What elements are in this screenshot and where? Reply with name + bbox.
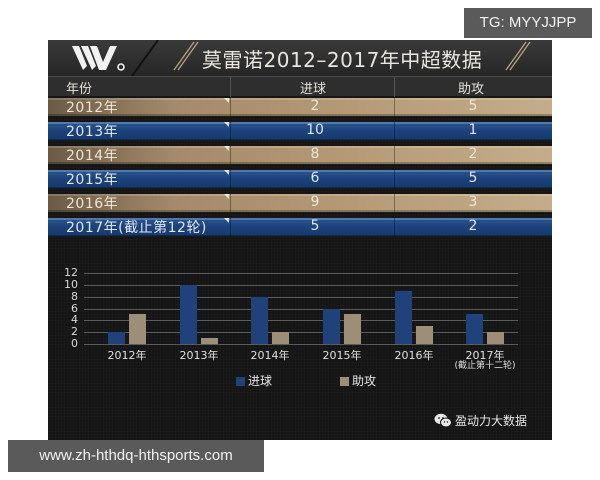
gridline bbox=[84, 273, 518, 274]
legend-item-goals: 进球 bbox=[236, 372, 272, 389]
table-header: 年份 进球 助攻 bbox=[48, 76, 552, 97]
cell-assists: 5 bbox=[468, 98, 478, 114]
cell-year: 2014年 bbox=[66, 148, 119, 164]
bar-goals bbox=[395, 290, 412, 344]
bar-assists bbox=[416, 326, 433, 344]
x-tick-label: 2012年 bbox=[107, 349, 147, 362]
bar-assists bbox=[272, 332, 289, 344]
table-row: 2016年 9 3 bbox=[48, 194, 552, 212]
x-tick-label: 2015年 bbox=[322, 349, 362, 362]
y-tick-label: 8 bbox=[71, 289, 78, 303]
column-divider bbox=[230, 98, 231, 116]
bar-assists bbox=[129, 314, 146, 344]
legend-item-assists: 助攻 bbox=[340, 372, 376, 389]
legend-label: 助攻 bbox=[352, 374, 377, 388]
corner-marker-icon bbox=[224, 218, 229, 223]
y-tick-label: 2 bbox=[71, 325, 78, 339]
gridline bbox=[84, 308, 518, 310]
cell-assists: 3 bbox=[468, 194, 478, 210]
column-divider bbox=[230, 122, 231, 140]
source-credit: 盈动力大数据 bbox=[434, 412, 527, 429]
corner-marker-icon bbox=[224, 98, 229, 103]
column-header-assists: 助攻 bbox=[458, 82, 485, 97]
cell-year: 2015年 bbox=[66, 172, 119, 188]
page-title: 莫雷诺2012–2017年中超数据 bbox=[202, 48, 483, 72]
gold-slash-icon bbox=[505, 41, 531, 71]
header-bar: 莫雷诺2012–2017年中超数据 bbox=[48, 40, 552, 76]
column-divider bbox=[394, 170, 395, 188]
cell-year: 2017年(截止第12轮) bbox=[66, 220, 207, 236]
cell-year: 2013年 bbox=[66, 124, 119, 140]
gridline bbox=[84, 332, 518, 334]
cell-assists: 2 bbox=[468, 146, 478, 162]
cell-goals: 8 bbox=[310, 146, 320, 162]
bar-goals bbox=[251, 296, 268, 344]
x-tick-label: 2014年 bbox=[250, 349, 290, 362]
brand-logo-icon bbox=[72, 46, 125, 71]
cell-goals: 2 bbox=[310, 98, 320, 114]
corner-marker-icon bbox=[224, 170, 229, 175]
column-divider bbox=[230, 194, 231, 212]
bar-goals bbox=[466, 314, 483, 344]
y-tick-label: 10 bbox=[64, 277, 78, 291]
url-watermark: www.zh-hthdq-hthsports.com bbox=[8, 440, 264, 472]
bar-assists bbox=[487, 332, 504, 344]
table-row: 2014年 8 2 bbox=[48, 146, 552, 164]
column-divider bbox=[394, 98, 395, 116]
cell-goals: 5 bbox=[310, 218, 320, 234]
gridline bbox=[84, 296, 518, 298]
cell-goals: 6 bbox=[310, 170, 320, 186]
cell-year: 2012年 bbox=[66, 100, 119, 116]
column-divider bbox=[394, 77, 395, 97]
cell-goals: 10 bbox=[306, 122, 324, 138]
infographic-card: 莫雷诺2012–2017年中超数据 年份 进球 助攻 2012年 2 5 201… bbox=[48, 40, 552, 440]
column-divider bbox=[394, 218, 395, 236]
column-header-goals: 进球 bbox=[300, 82, 327, 97]
legend-swatch-assists-icon bbox=[340, 377, 349, 386]
tg-watermark: TG: MYYJJPP bbox=[464, 8, 592, 38]
column-header-year: 年份 bbox=[66, 82, 93, 97]
bar-assists bbox=[201, 338, 218, 344]
gridline bbox=[84, 320, 518, 322]
x-tick-label: 2013年 bbox=[179, 349, 219, 362]
column-divider bbox=[394, 194, 395, 212]
x-tick-label: 2016年 bbox=[394, 349, 434, 362]
column-divider bbox=[394, 146, 395, 164]
y-tick-label: 4 bbox=[71, 313, 78, 327]
table-row: 2013年 10 1 bbox=[48, 122, 552, 140]
table-row: 2017年(截止第12轮) 5 2 bbox=[48, 218, 552, 236]
column-divider bbox=[230, 146, 231, 164]
table-row: 2012年 2 5 bbox=[48, 98, 552, 116]
legend-swatch-goals-icon bbox=[236, 377, 245, 386]
cell-goals: 9 bbox=[310, 194, 320, 210]
column-divider bbox=[230, 170, 231, 188]
bar-goals bbox=[323, 308, 340, 344]
cell-year: 2016年 bbox=[66, 196, 119, 212]
y-tick-label: 12 bbox=[64, 266, 78, 279]
gridline bbox=[84, 284, 518, 286]
column-divider bbox=[394, 122, 395, 140]
bar-goals bbox=[180, 284, 197, 344]
corner-marker-icon bbox=[224, 194, 229, 199]
cell-assists: 5 bbox=[468, 170, 478, 186]
corner-marker-icon bbox=[224, 146, 229, 151]
gold-slash-icon bbox=[173, 41, 199, 71]
cell-assists: 2 bbox=[468, 218, 478, 234]
bar-chart: 进球 助攻 盈动力大数据 0 2 4 6 8 10 12 2012年 2013年 2014年 201… bbox=[48, 245, 552, 440]
bar-goals bbox=[108, 332, 125, 344]
bar-assists bbox=[344, 314, 361, 344]
wechat-icon bbox=[434, 413, 452, 428]
gridline bbox=[84, 344, 518, 345]
divider-slash-icon bbox=[131, 40, 159, 76]
y-tick-label: 6 bbox=[71, 301, 78, 315]
y-tick-label: 0 bbox=[71, 337, 78, 350]
table-row: 2015年 6 5 bbox=[48, 170, 552, 188]
cell-assists: 1 bbox=[468, 122, 478, 138]
column-divider bbox=[230, 77, 231, 97]
corner-marker-icon bbox=[224, 122, 229, 127]
x-tick-label: 2017年 (截止第十二轮) bbox=[454, 349, 516, 371]
legend-label: 进球 bbox=[248, 374, 273, 388]
source-label: 盈动力大数据 bbox=[455, 414, 528, 428]
column-divider bbox=[230, 218, 231, 236]
